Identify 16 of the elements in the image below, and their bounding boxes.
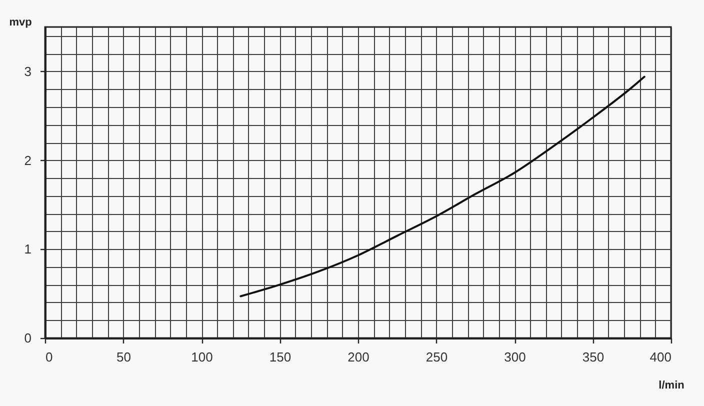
x-tick-label: 200 — [348, 350, 370, 364]
x-tick-label: 350 — [582, 350, 604, 364]
y-axis-title: mvp — [9, 16, 32, 28]
x-tick-label: 150 — [269, 350, 292, 364]
y-tick-label: 3 — [24, 64, 32, 79]
x-tick-label: 0 — [46, 350, 53, 364]
y-tick-label: 1 — [24, 242, 32, 257]
line-series — [240, 76, 646, 298]
x-tick-label: 250 — [426, 350, 448, 364]
y-tick-label: 2 — [24, 152, 32, 168]
x-tick-label: 50 — [116, 350, 131, 364]
y-tick-label: 0 — [24, 330, 32, 346]
x-tick-label: 300 — [504, 350, 526, 364]
x-tick-label: 100 — [191, 350, 213, 364]
x-tick-label: 400 — [650, 350, 672, 364]
x-axis-title: l/min — [658, 380, 685, 392]
